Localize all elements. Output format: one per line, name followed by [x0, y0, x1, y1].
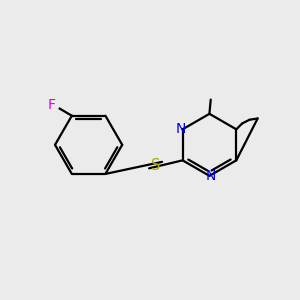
Text: F: F — [47, 98, 55, 112]
Text: S: S — [151, 158, 160, 172]
Text: N: N — [206, 169, 216, 184]
Text: N: N — [176, 122, 187, 136]
